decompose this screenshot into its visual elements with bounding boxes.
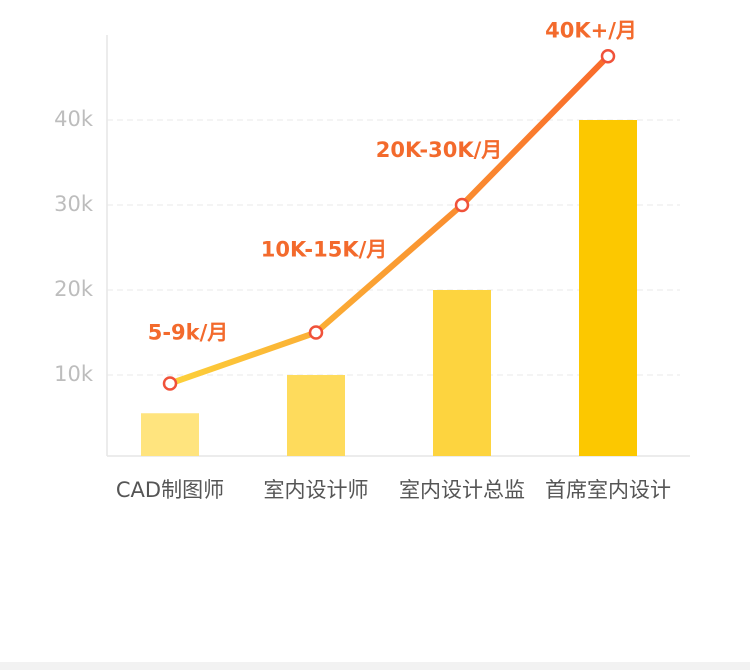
bar [141, 413, 199, 456]
line-point [308, 325, 324, 340]
y-tick-label: 20k [54, 277, 94, 301]
line-point [162, 376, 178, 391]
bar [287, 375, 345, 456]
y-tick-label: 10k [54, 362, 94, 386]
annotation: 20K-30K/月 [376, 138, 503, 162]
annotation: 40K+/月 [545, 18, 637, 42]
y-tick-label: 30k [54, 192, 94, 216]
bar [579, 120, 637, 456]
line [169, 54, 611, 387]
x-tick-label: 首席室内设计 [545, 478, 671, 502]
annotation: 10K-15K/月 [261, 238, 388, 262]
annotation: 5-9k/月 [148, 321, 229, 345]
line-point [600, 49, 616, 64]
x-tick-label: 室内设计总监 [399, 478, 525, 502]
y-tick-label: 40k [54, 107, 94, 131]
bar [433, 290, 491, 456]
footer-strip [0, 662, 750, 670]
x-tick-label: 室内设计师 [264, 478, 369, 502]
x-tick-label: CAD制图师 [116, 478, 224, 502]
line-point [454, 197, 470, 213]
